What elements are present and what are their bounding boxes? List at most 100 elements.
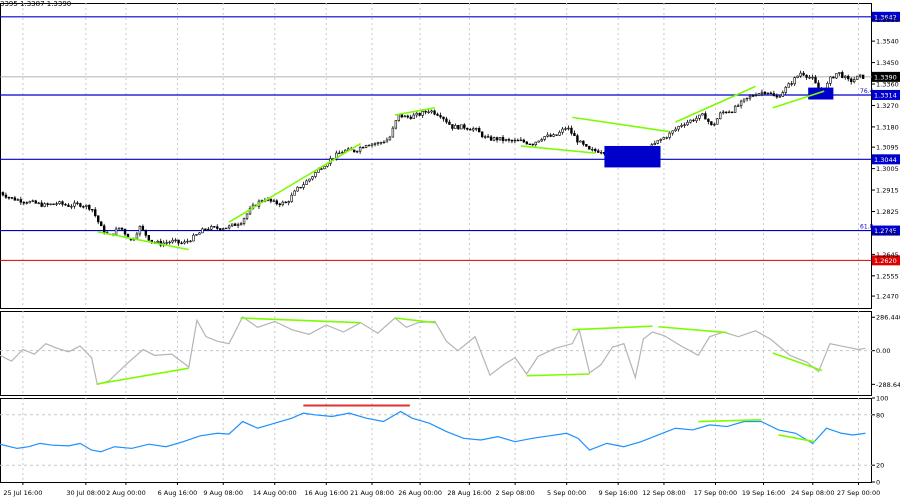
candle-body	[733, 105, 737, 113]
divergence-line	[675, 85, 756, 123]
candle	[242, 217, 246, 226]
candle-body	[686, 121, 689, 126]
candle	[742, 98, 746, 104]
candle	[475, 127, 478, 132]
candle	[808, 74, 811, 80]
candle	[745, 97, 749, 102]
candle-body	[492, 137, 496, 141]
candle-body	[808, 77, 811, 79]
candle	[284, 201, 287, 204]
candle-body	[394, 120, 398, 129]
candle-body	[406, 115, 409, 118]
candle-body	[543, 136, 546, 140]
candle-body	[477, 128, 481, 133]
x-tick-label: 12 Sep 08:00	[642, 489, 685, 497]
candle	[757, 92, 761, 97]
candle-body	[236, 224, 240, 226]
candle	[418, 112, 421, 117]
candle-body	[19, 199, 23, 203]
y-tick-label: 1.2735	[876, 229, 899, 237]
candle	[177, 239, 180, 246]
candle	[299, 186, 302, 189]
level-price-label: 1.3642	[874, 13, 897, 21]
candle-body	[698, 114, 701, 119]
candle-body	[790, 83, 793, 85]
candle-body	[242, 218, 246, 224]
candle-body	[367, 144, 371, 147]
candle-body	[1, 192, 5, 196]
candle-body	[597, 150, 600, 153]
candle-body	[245, 213, 249, 219]
candle	[504, 138, 508, 142]
candle-body	[320, 168, 323, 170]
candle	[49, 203, 52, 206]
candle-body	[719, 112, 722, 120]
candle-body	[736, 105, 740, 107]
candle-body	[22, 201, 26, 204]
candle-body	[171, 239, 174, 243]
candle-body	[683, 124, 686, 126]
candle	[272, 199, 276, 203]
candle-body	[775, 95, 779, 98]
current-price-label: 1.3390	[874, 73, 897, 81]
candle-body	[117, 227, 121, 230]
x-tick-label: 24 Sep 08:00	[791, 489, 834, 497]
candle	[858, 74, 862, 79]
indicator-lines	[0, 315, 866, 453]
candle-body	[680, 124, 683, 127]
divergence-line	[772, 90, 825, 109]
candle-body	[308, 178, 311, 182]
candle-body	[299, 186, 302, 189]
candle	[653, 140, 656, 146]
candle-body	[564, 128, 567, 130]
candle-body	[835, 73, 838, 79]
candle	[570, 125, 573, 136]
candle-body	[436, 113, 439, 116]
x-tick-label: 5 Sep 00:00	[547, 489, 586, 497]
divergence-line	[394, 317, 436, 324]
candle-body	[239, 223, 243, 226]
candle	[406, 114, 409, 119]
candle-body	[281, 201, 284, 206]
price-panel-frame	[0, 3, 872, 309]
highlight-boxes[interactable]	[604, 87, 834, 168]
y-tick-label: 1.3540	[876, 38, 899, 46]
candle-body	[248, 208, 252, 215]
candle	[701, 113, 704, 116]
divergence-lines[interactable]	[97, 85, 825, 443]
candle-body	[713, 123, 716, 126]
horizontal-levels[interactable]: 1.36421.331476.41.30441.274561.81.26201.…	[0, 11, 900, 266]
candle	[525, 140, 529, 145]
candle	[290, 192, 293, 203]
candle	[73, 200, 76, 209]
candle-body	[716, 118, 719, 125]
y-tick-label: 1.3270	[876, 102, 899, 110]
candle-body	[695, 117, 698, 122]
candle	[719, 111, 722, 120]
candle	[370, 143, 374, 148]
candle-body	[16, 199, 20, 201]
candle-body	[102, 225, 106, 233]
candle	[204, 228, 207, 232]
candle	[1, 191, 5, 197]
level-price-tag	[872, 225, 900, 236]
candle	[37, 201, 40, 205]
candle-body	[311, 176, 314, 180]
candle-body	[802, 72, 805, 76]
candle	[463, 123, 466, 130]
candle	[120, 227, 124, 231]
candle	[269, 198, 273, 204]
candle-body	[549, 134, 552, 137]
candle-body	[88, 204, 91, 210]
candle-body	[123, 229, 127, 235]
candle	[16, 198, 20, 201]
candle-body	[287, 201, 290, 203]
candle-body	[260, 200, 264, 202]
candle-body	[495, 137, 499, 141]
candle	[34, 199, 37, 204]
candle	[427, 109, 430, 114]
candle-body	[507, 139, 511, 141]
candle	[439, 112, 442, 119]
candle	[692, 118, 695, 122]
